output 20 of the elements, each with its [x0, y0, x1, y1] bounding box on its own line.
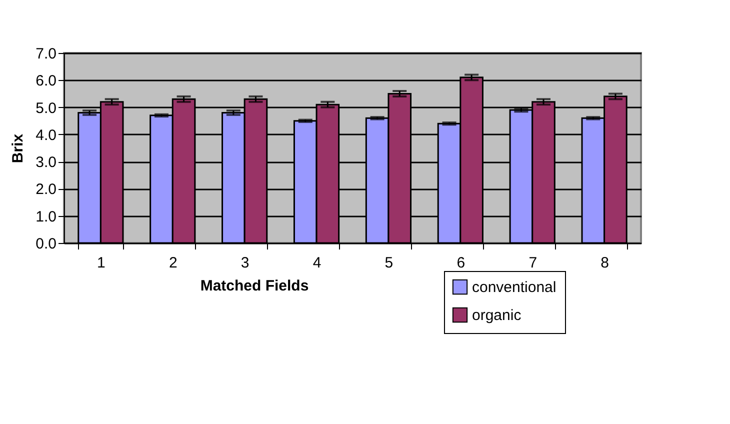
x-tick-label: 2 — [168, 254, 178, 272]
x-tick-label: 7 — [528, 254, 538, 272]
y-axis-title: Brix — [10, 133, 27, 164]
x-tick-label: 3 — [240, 254, 250, 272]
y-tick-label: 0.0 — [36, 236, 56, 252]
legend-label: organic — [472, 307, 522, 324]
x-tick-label: 1 — [97, 254, 106, 272]
y-tick-label: 5.0 — [36, 100, 56, 117]
y-tick-label: 3.0 — [36, 154, 56, 172]
y-tick-label: 4.0 — [36, 126, 56, 144]
x-tick-label: 8 — [600, 254, 609, 272]
x-tick-label: 5 — [384, 254, 394, 272]
y-tick-label: 2.0 — [36, 181, 56, 198]
y-tick-label: 6.0 — [36, 72, 56, 90]
y-tick-label: 1.0 — [36, 208, 56, 226]
x-tick-label: 4 — [312, 254, 322, 272]
x-tick-label: 6 — [456, 254, 466, 272]
y-tick-label: 7.0 — [36, 46, 56, 62]
legend-label: conventional — [472, 279, 556, 296]
x-axis-title: Matched Fields — [200, 278, 309, 294]
